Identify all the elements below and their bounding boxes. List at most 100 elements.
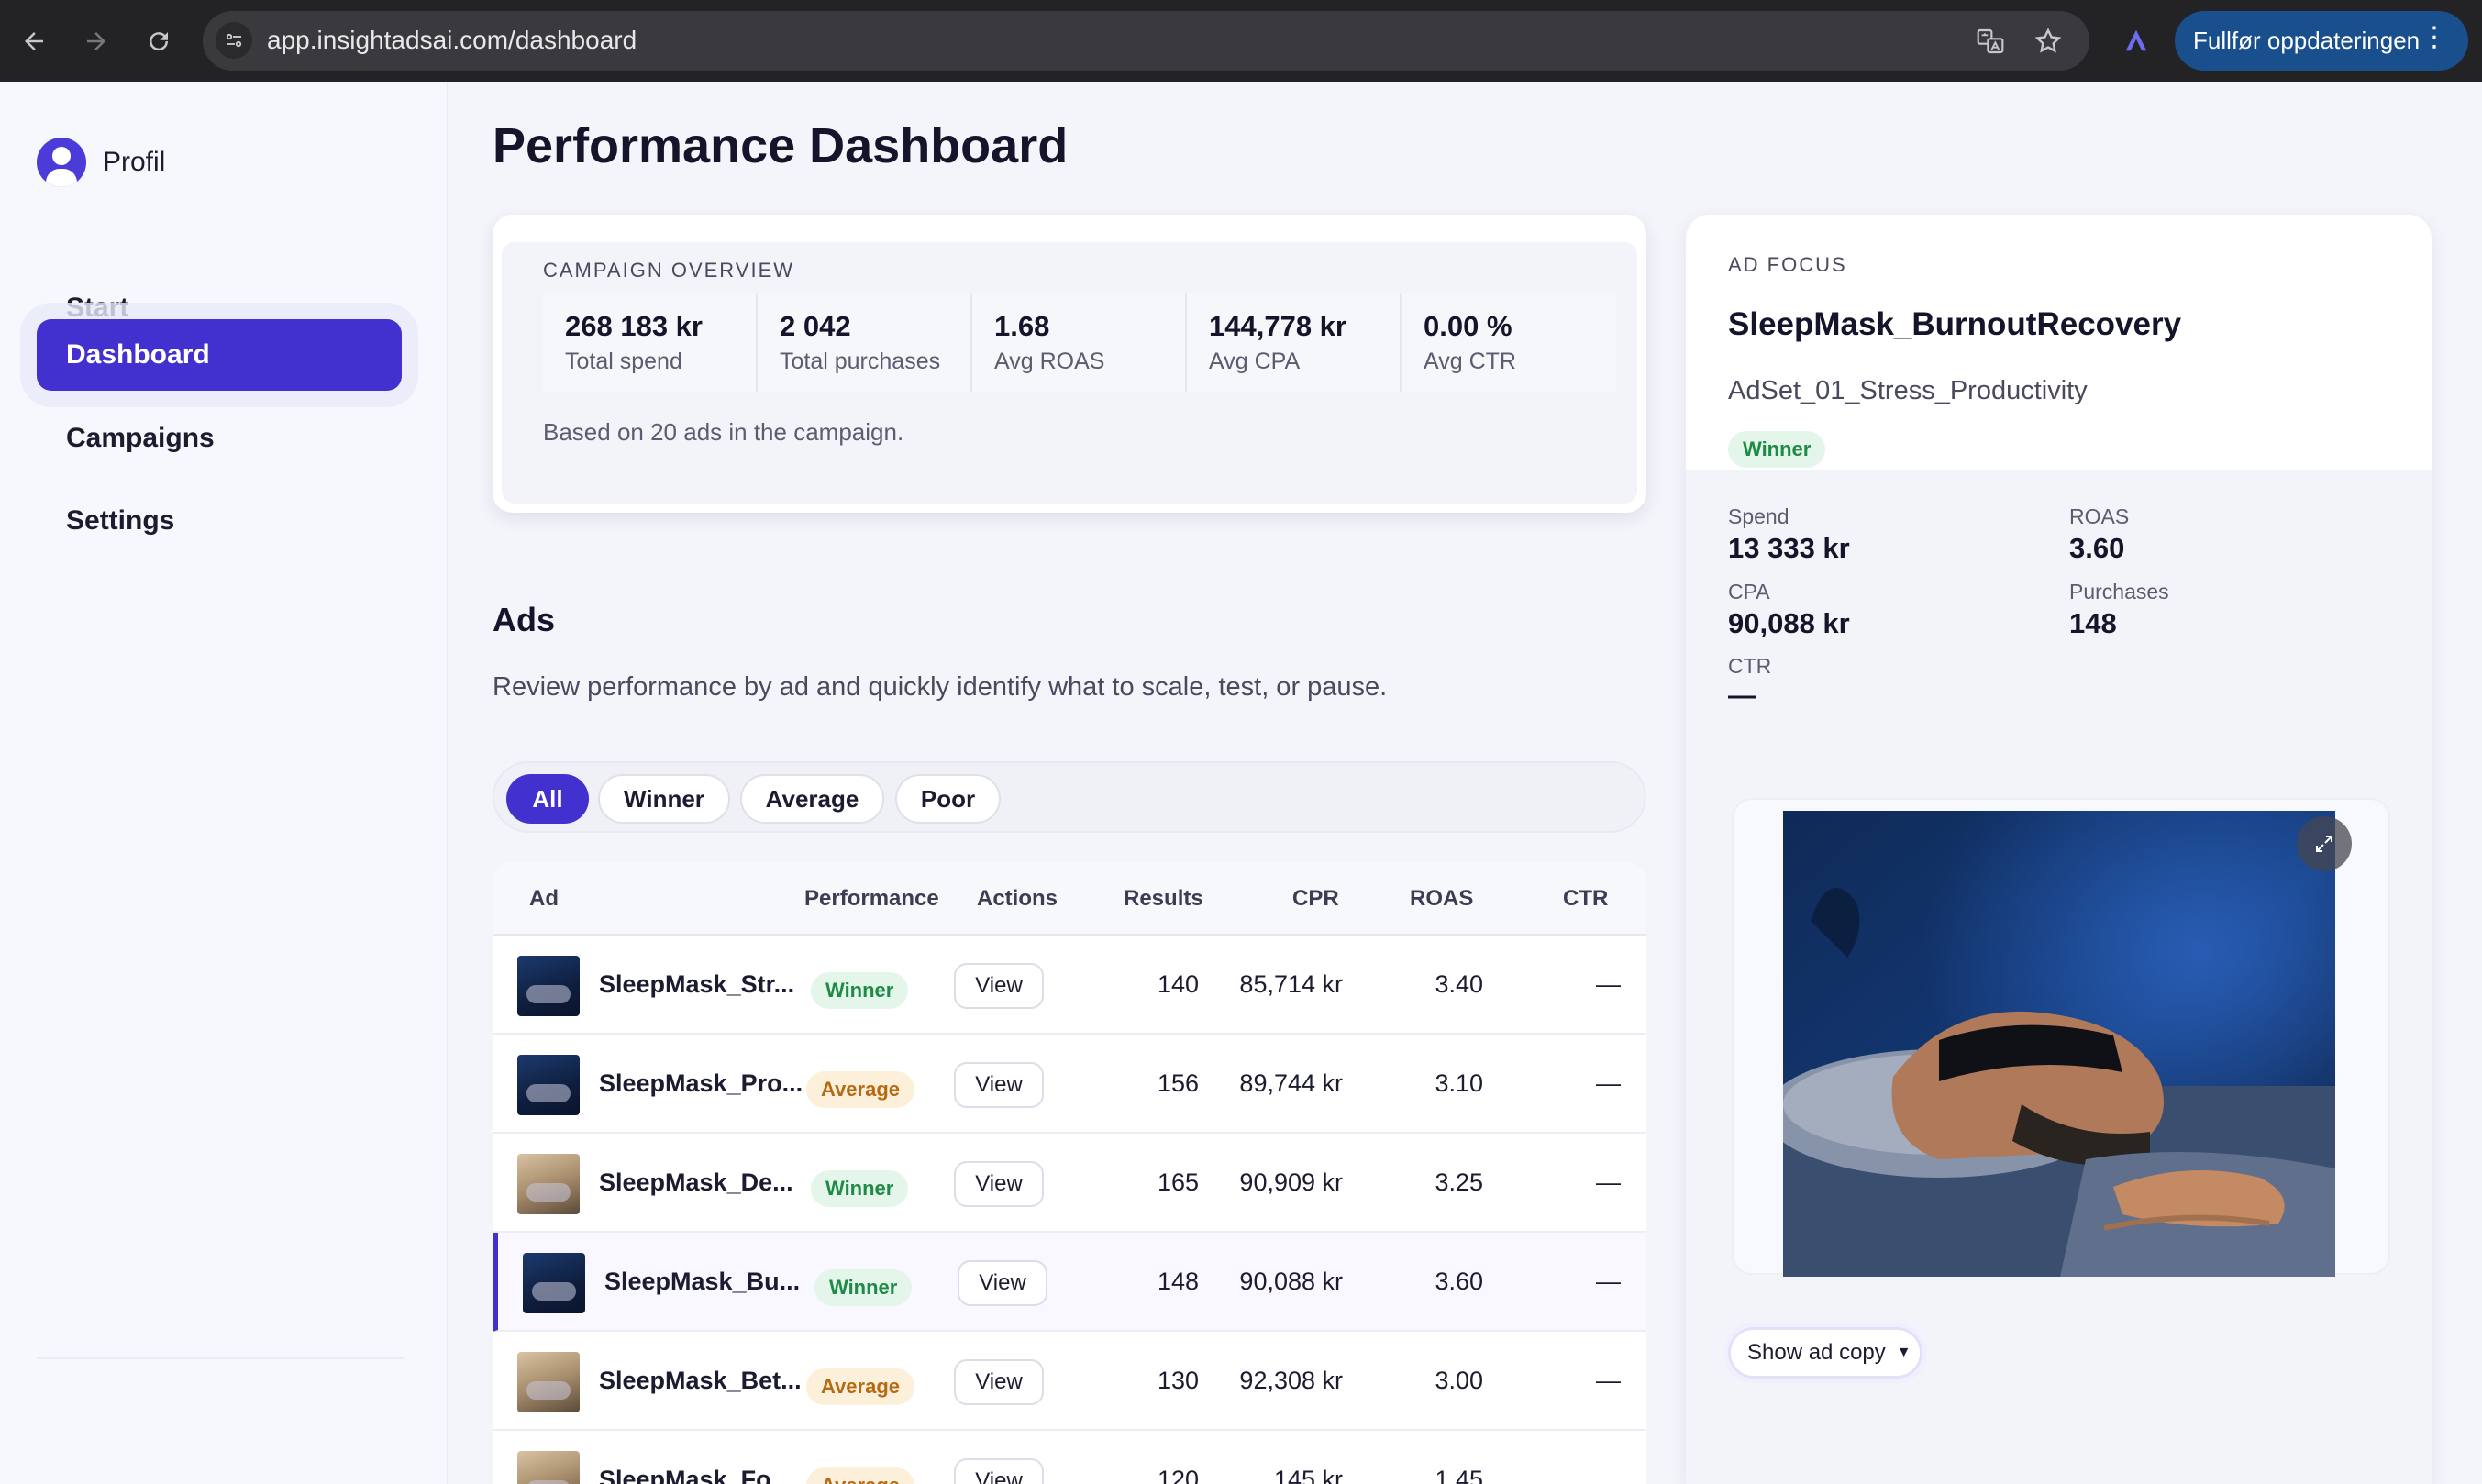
performance-badge: Winner [814, 1269, 913, 1306]
results-cell: 140 [1157, 970, 1199, 998]
ad-focus-label: AD FOCUS [1728, 253, 1847, 276]
performance-badge: Average [806, 1071, 915, 1108]
ad-name[interactable]: SleepMask_Str... [599, 970, 795, 998]
ad-thumbnail [517, 1154, 580, 1214]
ad-focus-badge: Winner [1728, 431, 1826, 468]
chevron-down-icon: ▼ [1896, 1345, 1911, 1360]
expand-icon[interactable] [2297, 816, 2352, 871]
column-cpr[interactable]: CPR [1292, 886, 1339, 911]
cpr-cell: 85,714 kr [1239, 970, 1343, 998]
column-ad[interactable]: Ad [529, 886, 559, 911]
translate-icon[interactable] [1973, 24, 2008, 59]
performance-filter-bar: All Winner Average Poor [493, 761, 1646, 833]
roas-cell: 3.10 [1435, 1069, 1483, 1097]
sidebar-item-settings[interactable]: Settings [66, 505, 175, 536]
ad-creative-frame [1732, 798, 2390, 1277]
campaign-overview-card: CAMPAIGN OVERVIEW 268 183 kr Total spend… [493, 215, 1646, 513]
view-button[interactable]: View [954, 1062, 1044, 1108]
bookmark-star-icon[interactable] [2031, 24, 2066, 59]
ad-name[interactable]: SleepMask_Fo... [599, 1466, 792, 1484]
metrics-row: 268 183 kr Total spend 2 042 Total purch… [543, 293, 1616, 392]
sidebar-item-campaigns[interactable]: Campaigns [66, 423, 215, 453]
reload-icon[interactable] [138, 20, 180, 62]
results-cell: 130 [1157, 1367, 1199, 1394]
ad-thumbnail [517, 956, 580, 1016]
view-button[interactable]: View [954, 963, 1044, 1009]
metric-label: Total purchases [780, 348, 941, 374]
sidebar-item-dashboard[interactable]: Dashboard [37, 319, 402, 391]
table-row[interactable]: SleepMask_Pro... Average View 156 89,744… [493, 1035, 1646, 1134]
view-button[interactable]: View [954, 1458, 1044, 1484]
view-button[interactable]: View [954, 1161, 1044, 1207]
performance-badge: Winner [811, 1170, 909, 1207]
ctr-value: — [1728, 679, 1756, 711]
results-cell: 165 [1157, 1168, 1199, 1196]
roas-cell: 1.45 [1435, 1466, 1483, 1484]
forward-arrow-icon[interactable] [75, 20, 117, 62]
ad-name[interactable]: SleepMask_Pro... [599, 1069, 803, 1097]
sidebar-item-start[interactable]: Start [66, 293, 129, 323]
ctr-cell: — [1596, 1367, 1621, 1394]
ad-name[interactable]: SleepMask_Bet... [599, 1367, 802, 1394]
ads-table: Ad Performance Actions Results CPR ROAS … [493, 862, 1646, 1484]
results-cell: 156 [1157, 1069, 1199, 1097]
metric-avg-cpa: 144,778 kr Avg CPA [1187, 293, 1402, 392]
metric-value: 1.68 [994, 309, 1050, 342]
column-actions[interactable]: Actions [977, 886, 1058, 911]
spend-label: Spend [1728, 504, 1789, 528]
filter-all[interactable]: All [506, 774, 589, 824]
back-arrow-icon[interactable] [13, 20, 55, 62]
show-ad-copy-button[interactable]: Show ad copy ▼ [1728, 1327, 1922, 1379]
cpr-cell: 90,909 kr [1239, 1168, 1343, 1196]
ad-focus-title: SleepMask_BurnoutRecovery [1728, 306, 2182, 342]
cpr-cell: 145 kr [1273, 1466, 1343, 1484]
table-row[interactable]: SleepMask_De... Winner View 165 90,909 k… [493, 1134, 1646, 1233]
column-ctr[interactable]: CTR [1563, 886, 1609, 911]
column-performance[interactable]: Performance [804, 886, 939, 911]
purchases-label: Purchases [2069, 580, 2169, 604]
column-results[interactable]: Results [1124, 886, 1203, 911]
profile-link[interactable]: Profil [37, 137, 165, 188]
purchases-value: 148 [2069, 607, 2117, 639]
table-row-selected[interactable]: SleepMask_Bu... Winner View 148 90,088 k… [493, 1233, 1646, 1332]
extension-icon[interactable] [2118, 22, 2155, 59]
site-settings-icon[interactable] [216, 22, 252, 59]
roas-value: 3.60 [2069, 532, 2125, 564]
column-roas[interactable]: ROAS [1410, 886, 1474, 911]
table-row[interactable]: SleepMask_Str... Winner View 140 85,714 … [493, 936, 1646, 1035]
ad-creative-image[interactable] [1783, 811, 2335, 1277]
update-browser-button[interactable]: Fullfør oppdateringen ⋮ [2175, 11, 2468, 71]
ad-thumbnail [517, 1451, 580, 1484]
metric-value: 144,778 kr [1209, 309, 1346, 342]
ctr-cell: — [1596, 1268, 1621, 1295]
ad-name[interactable]: SleepMask_Bu... [604, 1268, 801, 1295]
metric-label: Avg ROAS [994, 348, 1105, 374]
ad-thumbnail [517, 1352, 580, 1412]
filter-winner[interactable]: Winner [598, 774, 730, 824]
cpa-label: CPA [1728, 580, 1770, 604]
address-bar[interactable]: app.insightadsai.com/dashboard [203, 11, 2089, 71]
roas-cell: 3.00 [1435, 1367, 1483, 1394]
table-row[interactable]: SleepMask_Fo... Average View 120 145 kr … [493, 1431, 1646, 1484]
page-title: Performance Dashboard [493, 118, 1069, 173]
url-text[interactable]: app.insightadsai.com/dashboard [267, 26, 637, 54]
cpr-cell: 92,308 kr [1239, 1367, 1343, 1394]
filter-poor[interactable]: Poor [895, 774, 1001, 824]
ctr-cell: — [1596, 1168, 1621, 1196]
metric-label: Avg CPA [1209, 348, 1301, 374]
cpa-value: 90,088 kr [1728, 607, 1850, 639]
filter-average[interactable]: Average [740, 774, 884, 824]
view-button[interactable]: View [958, 1260, 1047, 1306]
metric-label: Avg CTR [1424, 348, 1516, 374]
roas-cell: 3.25 [1435, 1168, 1483, 1196]
cpr-cell: 90,088 kr [1239, 1268, 1343, 1295]
overview-note: Based on 20 ads in the campaign. [543, 418, 904, 446]
avatar-icon [37, 138, 86, 187]
more-menu-icon[interactable]: ⋮ [2421, 22, 2448, 52]
ad-name[interactable]: SleepMask_De... [599, 1168, 793, 1196]
table-row[interactable]: SleepMask_Bet... Average View 130 92,308… [493, 1332, 1646, 1431]
divider [37, 1357, 404, 1359]
results-cell: 148 [1157, 1268, 1199, 1295]
metric-avg-roas: 1.68 Avg ROAS [972, 293, 1187, 392]
view-button[interactable]: View [954, 1359, 1044, 1405]
